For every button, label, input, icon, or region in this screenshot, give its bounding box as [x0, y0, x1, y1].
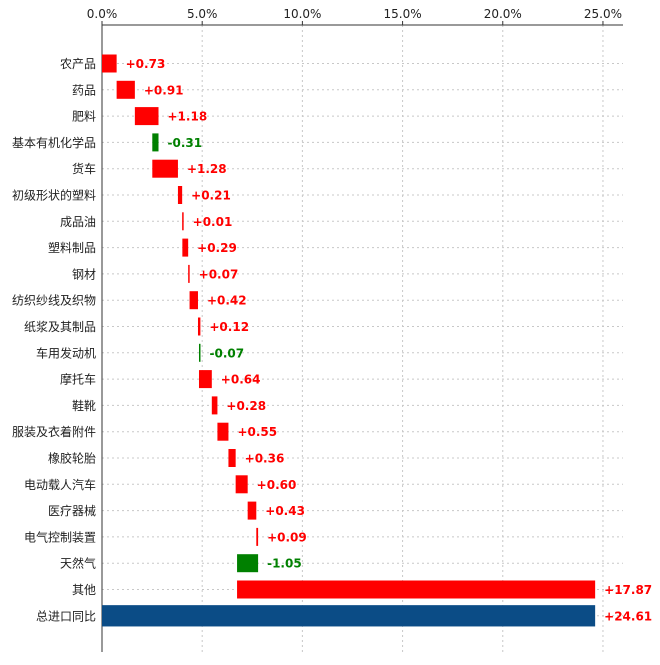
- category-label: 货车: [72, 161, 96, 176]
- bar: [152, 133, 159, 152]
- category-label: 医疗器械: [48, 503, 96, 518]
- category-label: 纸浆及其制品: [24, 319, 96, 334]
- category-label: 基本有机化学品: [12, 135, 96, 150]
- category-label: 总进口同比: [36, 609, 96, 623]
- value-label: +0.28: [226, 399, 266, 413]
- bar: [182, 212, 184, 231]
- value-label: +0.73: [126, 57, 166, 71]
- x-tick-label: 15.0%: [384, 7, 422, 21]
- bar: [198, 343, 201, 362]
- x-tick-labels: 0.0% 5.0% 10.0% 15.0% 20.0% 25.0%: [87, 7, 622, 21]
- bar: [116, 80, 135, 99]
- category-label: 成品油: [60, 215, 96, 229]
- category-label: 天然气: [60, 556, 96, 571]
- x-tick-label: 0.0%: [87, 7, 118, 21]
- category-label: 农产品: [60, 57, 96, 71]
- value-label: -0.31: [168, 136, 203, 150]
- x-tick-label: 20.0%: [484, 7, 522, 21]
- value-label: -0.07: [209, 346, 244, 360]
- bar: [256, 527, 259, 546]
- category-label: 其他: [72, 583, 96, 597]
- value-label: +0.43: [265, 504, 305, 518]
- value-label: +0.21: [191, 189, 231, 203]
- category-label: 摩托车: [60, 372, 96, 387]
- axes: [101, 21, 623, 652]
- category-label: 肥料: [72, 110, 96, 124]
- bar: [102, 605, 596, 627]
- category-label: 服装及衣着附件: [12, 424, 96, 439]
- value-label: +0.91: [144, 83, 184, 97]
- x-tick-label: 25.0%: [584, 7, 622, 21]
- bar: [189, 291, 198, 310]
- category-label: 塑料制品: [48, 240, 96, 255]
- category-label: 电动载人汽车: [24, 477, 96, 492]
- value-label: +24.61: [604, 609, 652, 623]
- value-label: +1.18: [168, 110, 208, 124]
- value-label: +17.87: [604, 583, 652, 597]
- category-label: 钢材: [72, 267, 96, 281]
- value-label: +0.01: [193, 215, 233, 229]
- category-label: 电气控制装置: [24, 529, 96, 544]
- category-label: 鞋靴: [72, 398, 96, 413]
- bar: [237, 580, 596, 599]
- value-label: +0.09: [267, 530, 307, 544]
- category-label: 纺织纱线及织物: [12, 294, 96, 308]
- bar: [217, 422, 229, 441]
- bar: [237, 554, 259, 573]
- value-label: -1.05: [267, 557, 302, 571]
- value-label: +0.55: [237, 425, 277, 439]
- category-label: 药品: [72, 83, 96, 97]
- category-label: 橡胶轮胎: [48, 451, 96, 466]
- bar: [198, 370, 212, 389]
- bar: [188, 264, 190, 283]
- bar: [228, 449, 236, 467]
- category-label: 车用发动机: [36, 345, 96, 360]
- bar: [102, 54, 117, 73]
- bars: [102, 54, 596, 627]
- x-tick-label: 5.0%: [187, 7, 218, 21]
- value-label: +0.29: [197, 241, 237, 255]
- bar: [152, 159, 178, 178]
- bar: [177, 186, 183, 204]
- value-label: +0.07: [199, 267, 239, 281]
- value-label: +0.60: [257, 478, 297, 492]
- bar: [211, 396, 218, 415]
- value-label: +0.42: [207, 294, 247, 308]
- value-label: +1.28: [187, 162, 227, 176]
- bar: [197, 317, 201, 336]
- bar: [134, 107, 159, 126]
- value-labels: +0.73 +0.91 +1.18 -0.31 +1.28 +0.21 +0.01 +0.29…: [126, 57, 653, 623]
- category-label: 初级形状的塑料: [12, 188, 96, 203]
- bar: [247, 501, 257, 520]
- bar: [235, 475, 248, 494]
- bar: [182, 238, 189, 257]
- value-label: +0.36: [245, 452, 285, 466]
- value-label: +0.64: [221, 373, 261, 387]
- category-labels: 农产品药品肥料基本有机化学品货车初级形状的塑料成品油塑料制品钢材纺织纱线及织物纸…: [12, 57, 96, 623]
- value-label: +0.12: [209, 320, 249, 334]
- x-tick-label: 10.0%: [283, 7, 321, 21]
